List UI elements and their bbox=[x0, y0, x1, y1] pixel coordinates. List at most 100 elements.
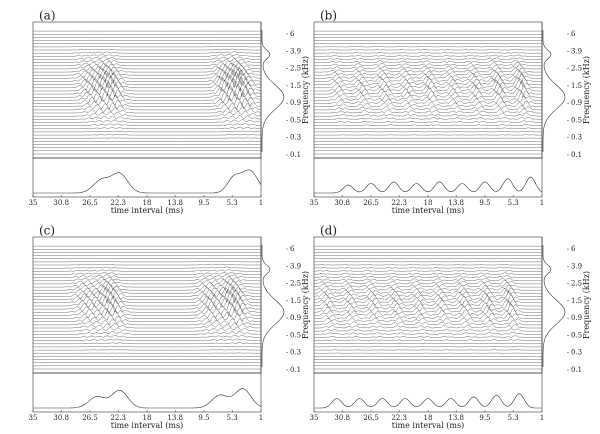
x-tick-label: 13.8 bbox=[167, 414, 183, 422]
panel-label: (a) bbox=[39, 9, 56, 23]
trace bbox=[33, 289, 262, 300]
trace bbox=[33, 115, 261, 120]
trace bbox=[313, 275, 542, 278]
y-tick-label: 0.1 bbox=[290, 366, 301, 374]
trace bbox=[314, 108, 542, 114]
y-axis-label: Frequency (kHz) bbox=[301, 56, 310, 124]
x-tick-label: 5.3 bbox=[508, 199, 519, 207]
trace bbox=[33, 48, 261, 51]
trace bbox=[313, 289, 542, 297]
trace bbox=[33, 264, 261, 266]
x-tick-label: 9.5 bbox=[479, 199, 490, 207]
trace bbox=[314, 64, 542, 70]
x-tick-label: 9.5 bbox=[198, 199, 209, 207]
plot-frame bbox=[32, 236, 262, 374]
panel-label: (d) bbox=[320, 224, 337, 238]
panel-label: (c) bbox=[39, 224, 55, 238]
trace bbox=[33, 261, 261, 263]
trace bbox=[33, 62, 261, 70]
trace bbox=[314, 70, 542, 79]
trace bbox=[314, 61, 542, 67]
summary-curve bbox=[33, 388, 262, 409]
trace bbox=[313, 307, 542, 316]
x-tick-label: 22.3 bbox=[391, 414, 407, 422]
y-tick-label: 0.9 bbox=[290, 99, 301, 107]
x-tick-label: 5.3 bbox=[227, 414, 238, 422]
trace bbox=[33, 58, 261, 63]
y-tick-label: 3.9 bbox=[571, 262, 582, 270]
trace bbox=[313, 300, 542, 310]
y-tick-label: 3.9 bbox=[571, 47, 582, 55]
y-tick-label: 6 bbox=[571, 245, 576, 253]
y-tick-label: 0.9 bbox=[571, 99, 582, 107]
trace bbox=[314, 315, 542, 322]
x-tick-label: 22.3 bbox=[391, 199, 407, 207]
trace bbox=[33, 276, 261, 282]
trace bbox=[314, 78, 542, 89]
trace bbox=[33, 134, 262, 136]
trace bbox=[33, 70, 262, 82]
trace bbox=[33, 110, 261, 117]
trace bbox=[314, 89, 542, 98]
x-tick-label: 5.3 bbox=[227, 199, 238, 207]
trace bbox=[33, 309, 262, 319]
trace bbox=[33, 297, 261, 310]
y-tick-label: 0.5 bbox=[571, 331, 582, 339]
trace bbox=[314, 319, 542, 326]
summary-curve bbox=[314, 393, 542, 409]
x-tick-label: 30.8 bbox=[53, 414, 69, 422]
trace bbox=[314, 112, 542, 117]
x-tick-label: 30.8 bbox=[334, 199, 350, 207]
trace bbox=[314, 81, 542, 92]
trace bbox=[314, 346, 542, 348]
x-tick-label: 35 bbox=[29, 199, 38, 207]
x-tick-label: 5.3 bbox=[508, 414, 519, 422]
y-tick-label: 2.5 bbox=[290, 65, 301, 73]
spectrum-curve bbox=[542, 245, 566, 367]
y-tick-label: 0.9 bbox=[290, 314, 301, 322]
trace bbox=[314, 51, 542, 54]
spectrum-curve bbox=[261, 245, 285, 367]
x-tick-label: 22.3 bbox=[110, 414, 126, 422]
y-tick-label: 0.3 bbox=[290, 134, 301, 142]
x-axis-label: time interval (ms) bbox=[392, 421, 464, 430]
trace bbox=[314, 123, 542, 126]
trace bbox=[33, 301, 261, 313]
y-tick-label: 2.5 bbox=[571, 65, 582, 73]
trace bbox=[33, 342, 261, 345]
y-tick-label: 3.9 bbox=[290, 47, 301, 55]
trace bbox=[314, 328, 542, 332]
y-tick-label: 0.5 bbox=[290, 116, 301, 124]
trace bbox=[33, 130, 262, 133]
spectrum-curve bbox=[542, 30, 566, 152]
trace bbox=[33, 338, 261, 341]
trace bbox=[33, 54, 261, 57]
trace bbox=[313, 269, 542, 272]
x-tick-label: 22.3 bbox=[110, 199, 126, 207]
trace bbox=[33, 334, 262, 338]
trace bbox=[33, 56, 261, 60]
trace bbox=[314, 68, 542, 76]
sub-frame bbox=[32, 372, 262, 413]
trace bbox=[33, 101, 262, 111]
trace bbox=[314, 287, 542, 294]
trace bbox=[33, 119, 262, 123]
trace bbox=[313, 282, 542, 288]
x-tick-label: 13.8 bbox=[167, 199, 183, 207]
y-axis-label: Frequency (kHz) bbox=[582, 271, 591, 339]
panel-label: (b) bbox=[320, 9, 337, 23]
x-tick-label: 35 bbox=[310, 199, 319, 207]
trace bbox=[33, 326, 261, 332]
y-tick-label: 0.1 bbox=[571, 366, 582, 374]
trace bbox=[314, 116, 542, 120]
y-tick-label: 6 bbox=[290, 30, 295, 38]
trace bbox=[33, 77, 262, 92]
trace bbox=[33, 87, 262, 102]
trace bbox=[33, 106, 262, 114]
trace bbox=[33, 313, 261, 323]
trace bbox=[33, 92, 262, 104]
x-tick-label: 1 bbox=[540, 414, 544, 422]
x-tick-label: 13.8 bbox=[448, 199, 464, 207]
trace bbox=[314, 73, 542, 82]
